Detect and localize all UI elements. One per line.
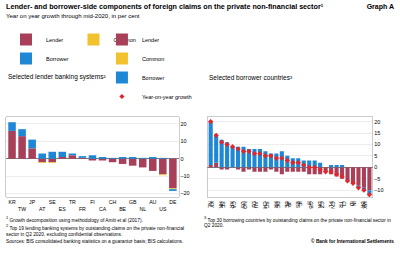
svg-text:AU: AU (149, 199, 156, 205)
svg-text:DE: DE (169, 199, 177, 205)
html-text:1Growth decomposition using me: 1Growth decomposition using methodology … (6, 215, 143, 223)
svg-text:Borrower: Borrower (46, 56, 68, 62)
svg-text:TW: TW (18, 206, 26, 212)
svg-text:NO: NO (242, 201, 248, 209)
svg-text:FI: FI (90, 199, 95, 205)
svg-text:CN: CN (330, 201, 336, 209)
html-text:Graph A: Graph A (366, 3, 394, 10)
svg-text:–10: –10 (181, 173, 190, 179)
svg-text:Selected lender banking system: Selected lender banking systems² (8, 73, 106, 81)
svg-text:TR: TR (69, 199, 76, 205)
svg-text:PL: PL (328, 201, 334, 207)
svg-text:Lender: Lender (46, 37, 63, 43)
svg-text:CH: CH (109, 199, 117, 205)
svg-text:GB: GB (308, 201, 314, 209)
svg-text:–10: –10 (374, 187, 383, 193)
svg-text:CH: CH (262, 201, 268, 209)
svg-text:FR: FR (273, 201, 279, 208)
svg-text:KR: KR (8, 199, 15, 205)
svg-text:NL: NL (139, 206, 146, 212)
svg-text:Common: Common (142, 56, 164, 62)
svg-text:10: 10 (181, 138, 187, 144)
svg-text:IE: IE (297, 201, 303, 206)
svg-text:DE: DE (275, 201, 281, 209)
svg-text:JP: JP (29, 199, 36, 205)
svg-text:GB: GB (129, 199, 137, 205)
svg-text:0: 0 (181, 156, 184, 162)
svg-text:–5: –5 (374, 176, 380, 182)
svg-text:AU: AU (253, 201, 259, 208)
svg-text:Year-on-year growth: Year-on-year growth (142, 94, 192, 100)
svg-text:Lender: Lender (142, 37, 159, 43)
html-text:Sources: BIS consolidated bank: Sources: BIS consolidated banking statis… (6, 238, 184, 244)
html-text:3Top 30 borrowing countries by: 3Top 30 borrowing countries by outstandi… (204, 215, 391, 229)
svg-text:IN: IN (351, 201, 357, 206)
svg-text:CL: CL (341, 201, 347, 208)
svg-text:TR: TR (338, 201, 344, 208)
html-text:© Bank for International Settl: © Bank for International Settlements (311, 238, 394, 244)
svg-text:CZ: CZ (319, 201, 325, 208)
svg-text:SE: SE (49, 199, 56, 205)
svg-text:15: 15 (374, 130, 380, 136)
svg-text:ES: ES (295, 201, 301, 208)
svg-text:Borrower: Borrower (142, 75, 164, 81)
svg-text:CA: CA (231, 201, 237, 209)
svg-text:ES: ES (59, 206, 66, 212)
svg-text:LU: LU (251, 201, 257, 208)
svg-text:NL: NL (207, 201, 213, 208)
svg-text:DK: DK (317, 201, 323, 209)
svg-text:KR: KR (229, 201, 235, 208)
svg-text:KY: KY (209, 201, 215, 208)
svg-text:SG: SG (264, 201, 270, 209)
svg-text:20: 20 (181, 121, 187, 127)
html-text:Lender- and borrower-side comp: Lender- and borrower-side components of … (6, 2, 324, 11)
svg-text:MX: MX (362, 201, 368, 209)
svg-text:CA: CA (99, 206, 107, 212)
svg-text:US: US (240, 201, 246, 209)
svg-text:0: 0 (374, 164, 377, 170)
svg-text:FR: FR (79, 206, 86, 212)
svg-text:AT: AT (39, 206, 46, 212)
svg-text:20: 20 (374, 118, 380, 124)
svg-text:HK: HK (218, 201, 224, 209)
html-text:2Top 19 lending banking system: 2Top 19 lending banking systems by outst… (6, 223, 185, 237)
svg-text:BR: BR (360, 201, 366, 208)
svg-text:BE: BE (284, 201, 290, 208)
svg-text:JP: JP (286, 201, 292, 208)
svg-text:Selected borrower countries³: Selected borrower countries³ (209, 74, 293, 81)
svg-text:10: 10 (374, 141, 380, 147)
svg-text:IT: IT (306, 201, 312, 206)
svg-text:–20: –20 (181, 190, 190, 196)
svg-text:5: 5 (374, 153, 377, 159)
svg-text:US: US (159, 206, 167, 212)
svg-text:ID: ID (349, 201, 355, 206)
svg-text:BE: BE (119, 206, 126, 212)
svg-text:SE: SE (220, 201, 226, 208)
html-text:Year on year growth through mi: Year on year growth through mid-2020, in… (6, 13, 140, 19)
